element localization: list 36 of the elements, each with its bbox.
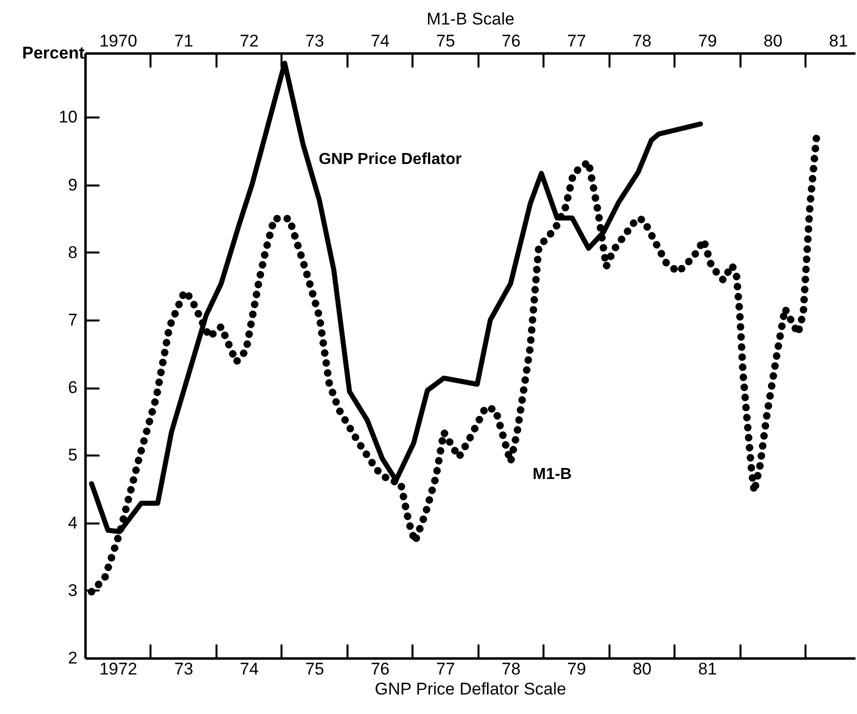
y-tick-label: 7 xyxy=(68,310,78,330)
x2-tick-label: 71 xyxy=(174,32,194,50)
x2-tick-label: 76 xyxy=(502,32,521,50)
x2-tick-label: 73 xyxy=(305,32,324,50)
series-label: GNP Price Deflator xyxy=(318,151,462,168)
x2-tick-label: 74 xyxy=(370,32,390,50)
y-tick-label: 3 xyxy=(68,580,78,600)
x-tick-label: 75 xyxy=(305,660,324,678)
x2-tick-label: 78 xyxy=(632,32,652,50)
x2-tick-label: 79 xyxy=(698,32,717,50)
x-tick-label: 81 xyxy=(698,660,717,678)
y-tick-label: 8 xyxy=(68,242,78,262)
y-axis-title: Percent xyxy=(22,44,85,62)
x2-tick-label: 75 xyxy=(436,32,456,50)
x-tick-label: 74 xyxy=(240,660,259,678)
x-tick-label: 1972 xyxy=(99,660,138,678)
series-label: M1-B xyxy=(532,466,572,483)
x-tick-label: 79 xyxy=(567,660,586,678)
x2-axis-title: M1-B Scale xyxy=(426,10,514,28)
y-tick-label: 4 xyxy=(68,513,78,532)
x2-tick-label: 80 xyxy=(764,32,782,50)
x-tick-label: 80 xyxy=(632,660,652,678)
y-tick-label: 9 xyxy=(68,175,78,194)
x-tick-label: 77 xyxy=(436,660,456,678)
y-tick-label: 6 xyxy=(68,378,78,398)
x2-tick-label: 77 xyxy=(567,32,586,50)
x-axis-title: GNP Price Deflator Scale xyxy=(374,680,566,698)
x-tick-label: 76 xyxy=(370,660,390,678)
x2-tick-label: 81 xyxy=(829,32,848,50)
y-tick-label: 10 xyxy=(58,108,78,127)
x-tick-label: 73 xyxy=(174,660,194,678)
x-tick-label: 78 xyxy=(502,660,521,678)
y-tick-label: 2 xyxy=(68,648,78,668)
x2-tick-label: 72 xyxy=(240,32,259,50)
y-tick-label: 5 xyxy=(68,446,78,465)
x2-tick-label: 1970 xyxy=(99,32,138,50)
